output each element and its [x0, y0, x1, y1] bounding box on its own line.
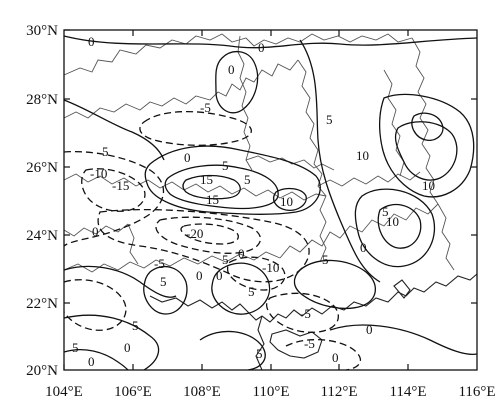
contour-label: 0 [360, 240, 367, 255]
contour-southeast-five [354, 188, 436, 268]
contour-east-zero [299, 39, 381, 283]
contour-label: 5 [222, 252, 229, 267]
contour-label: 0 [332, 350, 339, 365]
x-tick-label: 116°E [458, 384, 495, 400]
map-frame [63, 29, 478, 371]
contour-label: 5 [102, 144, 109, 159]
contour-south-loop [143, 265, 188, 315]
contour-label: 0 [92, 224, 99, 239]
contour-label: 5 [244, 172, 251, 187]
contour-negative-southcenter [226, 256, 286, 291]
contour-label: 5 [256, 346, 263, 361]
contour-zero-west [63, 99, 165, 161]
y-tick-label: 26°N [26, 160, 58, 176]
dashed-contours [63, 110, 362, 371]
contour-label: -20 [186, 226, 203, 241]
contour-label: -15 [112, 178, 129, 193]
contour-label: -10 [262, 260, 279, 275]
contour-label: 0 [88, 34, 95, 49]
x-tick-label: 112°E [320, 384, 357, 400]
contour-negative-north [139, 110, 252, 146]
contour-label: 5 [326, 112, 333, 127]
x-axis-tick-labels: 104°E 106°E 108°E 110°E 112°E 114°E 116°… [45, 384, 495, 400]
solid-contours [63, 35, 478, 371]
x-tick-label: 114°E [389, 384, 426, 400]
y-tick-label: 24°N [26, 228, 58, 244]
contour-negative-center-core [180, 223, 239, 245]
contour-label: -5 [154, 256, 165, 271]
contour-southeast-ten [377, 203, 422, 249]
y-axis-tick-labels: 30°N 28°N 26°N 24°N 22°N 20°N [26, 23, 58, 379]
y-tick-label: 22°N [26, 296, 58, 312]
contour-negative-west-outer [63, 150, 165, 247]
coastline [149, 273, 478, 371]
contour-negative-center-inner [155, 216, 262, 254]
contour-southwest [63, 314, 160, 371]
contour-label: 0 [124, 340, 131, 355]
contour-label: 5 [382, 204, 389, 219]
contour-negative-southwest [63, 279, 127, 331]
contour-label: -5 [304, 336, 315, 351]
contour-label: 0 [216, 268, 223, 283]
contour-label: 0 [88, 354, 95, 369]
contour-label: 0 [366, 322, 373, 337]
contour-label: 5 [322, 252, 329, 267]
contour-negative-center-outer [97, 208, 310, 283]
contour-label: 0 [196, 268, 203, 283]
contour-positive-outer [144, 145, 321, 215]
contour-negative-bottom [285, 338, 362, 371]
contour-label: 5 [160, 274, 167, 289]
contour-label: 5 [222, 158, 229, 173]
contour-south-mid [211, 262, 271, 315]
contour-east-positive [379, 93, 475, 198]
contour-label: 5 [132, 318, 139, 333]
contour-labels: 0 0 0 -5 5 15 5 -10 -15 0 5 15 10 5 10 1… [72, 34, 435, 369]
contour-label: 10 [356, 148, 369, 163]
contour-positive-mid [164, 164, 279, 210]
contour-zero-north [63, 35, 478, 49]
tick-marks [63, 29, 477, 370]
province-borders [63, 33, 455, 273]
contour-label: 10 [386, 214, 399, 229]
contour-negative-west-inner [81, 168, 146, 212]
contour-east-fifteen [411, 112, 444, 141]
contour-label: 0 [184, 150, 191, 165]
y-tick-label: 30°N [26, 23, 58, 39]
contour-zero-north-loop [215, 51, 259, 114]
contour-south-zero [63, 265, 177, 298]
contour-label: 15 [200, 172, 213, 187]
contour-label: 15 [206, 192, 219, 207]
y-tick-label: 28°N [26, 92, 58, 108]
contour-positive-small [272, 187, 307, 211]
contour-positive-inner [182, 174, 241, 200]
x-tick-label: 106°E [114, 384, 152, 400]
contour-south-east [293, 259, 376, 310]
contour-label: -5 [300, 306, 311, 321]
contour-label: 5 [72, 340, 79, 355]
y-tick-label: 20°N [26, 363, 58, 379]
x-tick-label: 104°E [45, 384, 83, 400]
contour-label: 5 [248, 284, 255, 299]
contour-negative-south [265, 292, 339, 333]
contour-label: -5 [200, 100, 211, 115]
contour-bottom-east [329, 324, 478, 356]
contour-label: 10 [280, 194, 293, 209]
contour-label: 10 [422, 178, 435, 193]
contour-east-ten [394, 121, 458, 181]
x-tick-label: 110°E [252, 384, 289, 400]
contour-label: 0 [258, 40, 265, 55]
x-tick-label: 108°E [183, 384, 221, 400]
contour-south-far [199, 330, 266, 371]
contour-label: -10 [90, 166, 107, 181]
contour-label: 0 [228, 62, 235, 77]
contour-bottom-west [63, 348, 129, 371]
contour-label: 0 [238, 246, 245, 261]
